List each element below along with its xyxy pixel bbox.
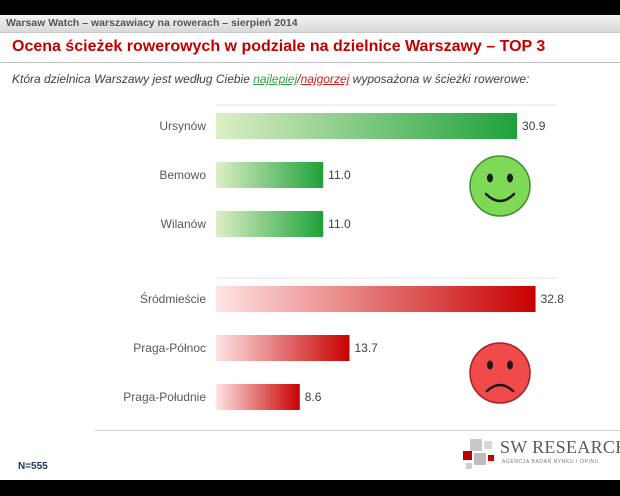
category-label: Praga-Północ [133,341,206,355]
question-text-end: wyposażona w ścieżki rowerowe: [349,72,530,86]
logo-name: SW RESEARCH [500,437,620,457]
category-label: Wilanów [161,217,207,231]
bar-worst-0 [216,286,536,312]
value-label: 11.0 [328,168,351,182]
smiley-face-icon [469,155,531,217]
bar-best-2 [216,211,324,237]
slide-title: Ocena ścieżek rowerowych w podziale na d… [12,38,546,55]
sw-research-logo: SW RESEARCH AGENCJA BADAŃ RYNKU I OPINII [460,436,620,472]
question-worst-word: najgorzej [300,72,350,86]
title-divider [0,62,620,63]
footer-divider [95,430,620,431]
bar-worst-2 [216,384,300,410]
sad-face-icon [469,342,531,404]
question-best-word: najlepiej [253,72,298,86]
header-strip: Warsaw Watch – warszawiacy na rowerach –… [0,15,620,33]
category-label: Śródmieście [140,291,206,306]
value-label: 32.8 [541,292,565,306]
logo-mark-icon [463,439,494,469]
bar-worst-1 [216,335,350,361]
value-label: 30.9 [522,119,546,133]
top-black-bar [0,0,620,15]
category-label: Bemowo [159,168,206,182]
question-slash: / [297,72,301,86]
bottom-black-bar [0,480,620,496]
bar-best-0 [216,113,518,139]
sample-size-label: N=555 [18,461,48,472]
category-label: Praga-Południe [123,390,206,404]
value-label: 11.0 [328,217,351,231]
category-label: Ursynów [159,119,206,133]
bar-best-1 [216,162,324,188]
header-strip-text: Warsaw Watch – warszawiacy na rowerach –… [6,17,298,29]
survey-question: Która dzielnica Warszawy jest według Cie… [12,72,529,86]
value-label: 8.6 [305,390,322,404]
value-label: 13.7 [354,341,378,355]
logo-subtitle: AGENCJA BADAŃ RYNKU I OPINII [502,459,599,465]
question-text-start: Która dzielnica Warszawy jest według Cie… [12,72,254,86]
